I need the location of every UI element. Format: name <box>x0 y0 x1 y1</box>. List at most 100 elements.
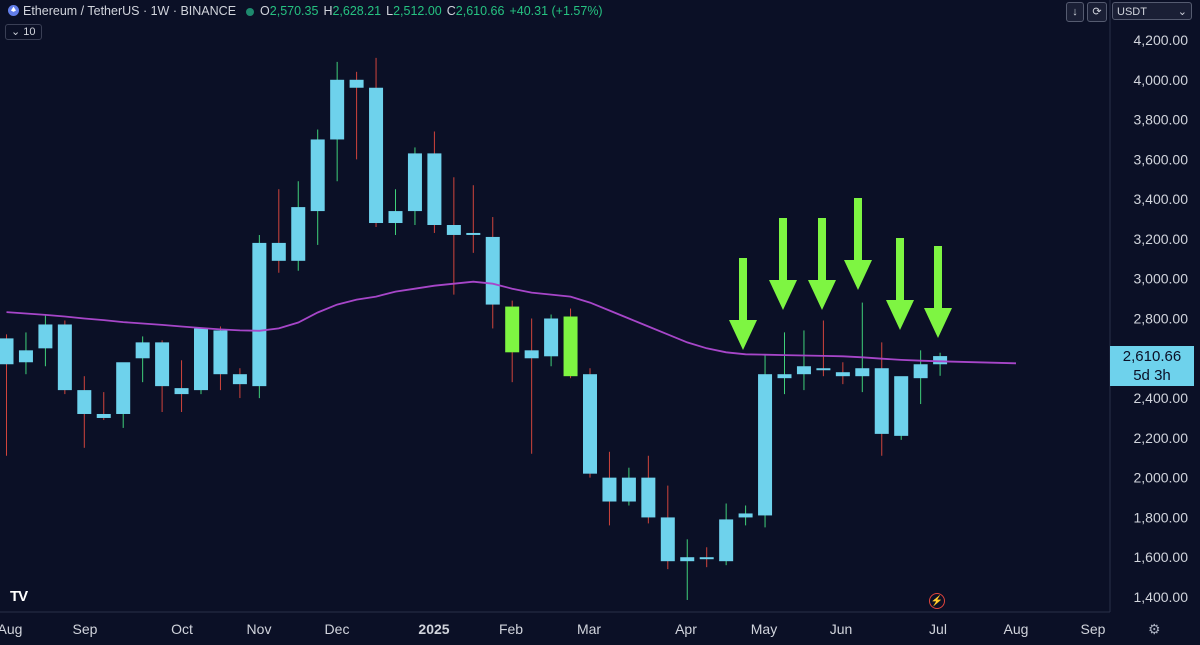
price-tick-label: 2,200.00 <box>1134 430 1189 446</box>
bar-countdown: 5d 3h <box>1133 367 1171 384</box>
down-arrow-annotation <box>844 198 872 290</box>
price-tick-label: 2,400.00 <box>1134 390 1189 406</box>
candle-body <box>544 318 559 357</box>
time-tick-label: Aug <box>1004 621 1029 637</box>
time-tick-label: Jun <box>830 621 853 637</box>
price-tick-label: 4,000.00 <box>1134 72 1189 88</box>
candle-body <box>466 232 481 235</box>
candle-body <box>213 330 228 375</box>
chevron-down-icon: ⌄ <box>11 26 24 38</box>
candle-body <box>291 207 306 261</box>
candle-body <box>446 225 461 235</box>
candle-body <box>621 477 636 502</box>
candle-body <box>641 477 656 518</box>
ma-indicator-legend[interactable]: ⌄ 10 <box>5 24 42 40</box>
candle-body <box>135 342 150 359</box>
open-value: 2,570.35 <box>269 4 319 18</box>
candle-body <box>835 372 850 377</box>
candle-body <box>699 557 714 560</box>
candle-body <box>310 139 325 212</box>
down-arrow-annotation <box>886 238 914 330</box>
candle-body <box>330 79 345 140</box>
candle-body <box>933 356 948 365</box>
price-tick-label: 3,200.00 <box>1134 231 1189 247</box>
candle-body <box>194 328 208 391</box>
candle-body <box>602 477 617 502</box>
time-axis[interactable]: Aug Sep Oct Nov Dec 2025 Feb Mar Apr May Jun Jul Aug… <box>0 621 1106 637</box>
close-value: 2,610.66 <box>455 4 505 18</box>
last-price: 2,610.66 <box>1122 348 1182 365</box>
candle-body <box>485 236 500 305</box>
time-tick-label: 2025 <box>418 621 449 637</box>
candle-body <box>77 390 92 414</box>
currency-select[interactable]: USDT ⌄ <box>1112 2 1192 20</box>
candle-body <box>38 324 53 349</box>
candle-body <box>738 513 753 518</box>
candle-body <box>874 368 889 434</box>
time-tick-label: Jul <box>929 621 947 637</box>
time-tick-label: Nov <box>247 621 272 637</box>
low-value: 2,512.00 <box>393 4 442 18</box>
down-arrow-annotation <box>729 258 757 350</box>
change-value: +40.31 (+1.57%) <box>509 4 603 18</box>
candle-body <box>232 374 247 385</box>
close-label: C <box>446 4 456 18</box>
refresh-button[interactable]: ⟳ <box>1087 2 1107 22</box>
candle-body <box>388 211 403 224</box>
candle-body <box>660 517 675 562</box>
market-status-icon <box>246 7 255 16</box>
candle-body <box>680 557 695 562</box>
time-tick-label: Oct <box>171 621 193 637</box>
low-label: L <box>386 4 394 18</box>
candle-body <box>174 388 189 395</box>
candle-body <box>777 374 792 379</box>
price-tick-label: 3,800.00 <box>1134 112 1189 128</box>
candle-body <box>407 153 422 212</box>
candle-body <box>0 338 14 365</box>
lightning-icon[interactable]: ⚡ <box>929 593 945 609</box>
time-tick-label: Sep <box>1081 621 1106 637</box>
candle-body <box>563 316 578 377</box>
time-tick-label: Feb <box>499 621 523 637</box>
candle-body <box>894 376 909 436</box>
refresh-icon: ⟳ <box>1092 6 1102 18</box>
price-tick-label: 1,800.00 <box>1134 509 1189 525</box>
scroll-down-button[interactable]: ↓ <box>1066 2 1084 22</box>
price-axis[interactable]: 4,200.00 4,000.00 3,800.00 3,600.00 3,400.00… <box>1134 32 1189 605</box>
candle-body <box>252 242 267 387</box>
price-tick-label: 1,600.00 <box>1134 549 1189 565</box>
annotation-arrows <box>729 198 952 350</box>
candle-body <box>116 362 131 414</box>
candle-body <box>57 324 72 391</box>
time-tick-label: Dec <box>325 621 350 637</box>
candle-body <box>427 153 442 226</box>
candle-body <box>271 242 286 261</box>
candle-body <box>155 342 170 387</box>
down-arrow-annotation <box>808 218 836 310</box>
high-label: H <box>323 4 333 18</box>
time-tick-label: Apr <box>675 621 697 637</box>
gear-icon[interactable]: ⚙ <box>1148 621 1161 637</box>
open-label: O <box>260 4 270 18</box>
candle-body <box>796 366 811 375</box>
time-tick-label: Sep <box>73 621 98 637</box>
symbol-header: Ethereum / TetherUS · 1W · BINANCE O2,570… <box>8 4 608 18</box>
currency-label: USDT <box>1117 6 1147 18</box>
candle-body <box>816 368 831 371</box>
candle-body <box>96 413 111 418</box>
symbol-title: Ethereum / TetherUS · 1W · BINANCE <box>23 4 237 18</box>
arrow-down-icon: ↓ <box>1072 6 1078 18</box>
candle-body <box>505 306 520 353</box>
candle-body <box>719 519 734 562</box>
down-arrow-annotation <box>924 246 952 338</box>
candle-body <box>524 350 539 359</box>
price-tick-label: 3,600.00 <box>1134 151 1189 167</box>
tradingview-logo-icon[interactable]: TV <box>10 588 28 605</box>
ethereum-logo-icon <box>8 5 19 16</box>
time-tick-label: May <box>751 621 777 637</box>
moving-average-line <box>6 280 1017 365</box>
high-value: 2,628.21 <box>332 4 382 18</box>
candle-body <box>913 364 928 379</box>
